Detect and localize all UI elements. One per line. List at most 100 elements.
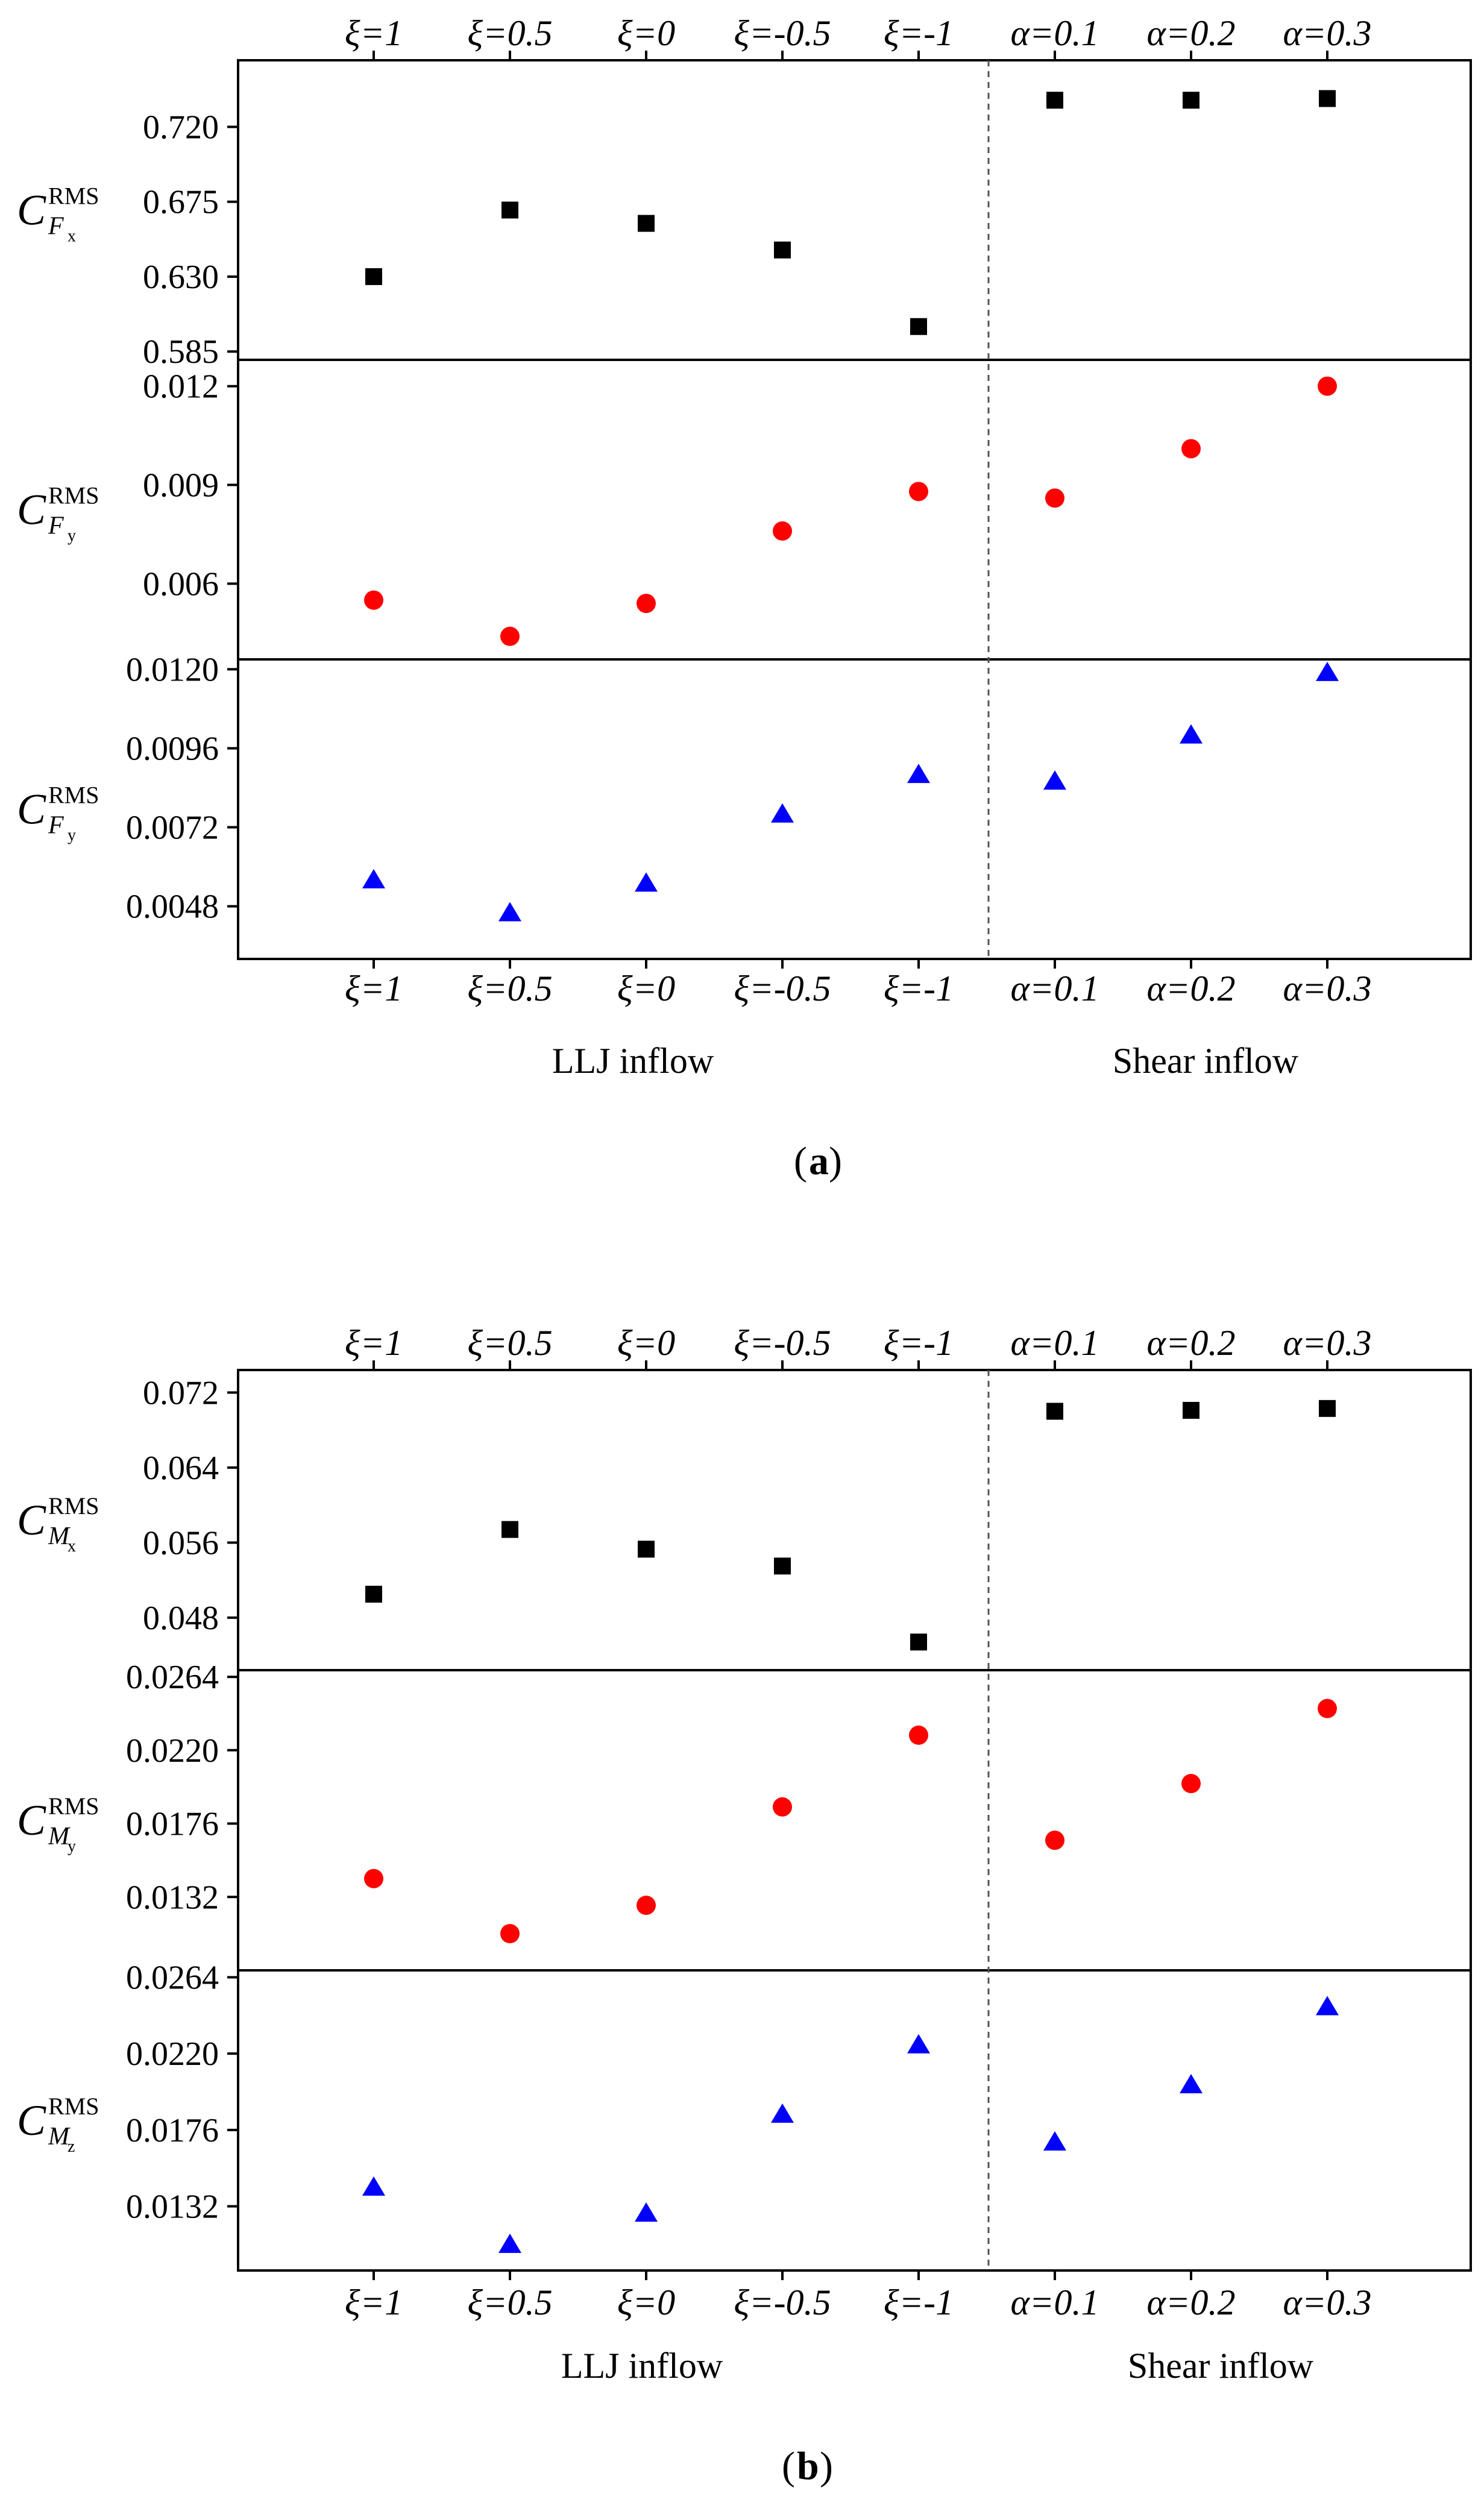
data-point-circle <box>1318 1699 1337 1718</box>
group-label-shear: Shear inflow <box>1128 2346 1314 2386</box>
y-tick-label: 0.720 <box>143 108 219 146</box>
data-point-triangle <box>635 2202 658 2222</box>
top-category-label: ξ=0.5 <box>467 13 552 53</box>
figure-caption-b: ( b ) <box>782 2444 833 2488</box>
panel-fy-rms-blue: 0.0048 0.0072 0.0096 0.0120 C RMS F y <box>17 651 1339 926</box>
y-tick-label: 0.0072 <box>126 809 219 847</box>
svg-text:(: ( <box>794 1139 807 1183</box>
panel-mz-rms: 0.0132 0.0176 0.0220 0.0264 C RMS Mz <box>17 1959 1339 2253</box>
panel-mz-frame <box>237 1969 1472 2272</box>
data-point-circle <box>909 1725 928 1745</box>
y-tick-label: 0.0264 <box>126 1659 219 1696</box>
bottom-category-label: ξ=-1 <box>884 2283 954 2322</box>
data-point-triangle <box>907 2034 930 2054</box>
top-category-label: ξ=-1 <box>884 13 954 53</box>
panel-fy-blue-frame <box>237 658 1472 960</box>
data-point-square <box>501 1521 518 1538</box>
bottom-category-label: ξ=0 <box>617 969 675 1008</box>
y-tick-label: 0.006 <box>143 565 219 603</box>
y-tick-label: 0.0220 <box>126 1732 219 1770</box>
y-label-sub: M <box>48 1823 71 1850</box>
y-tick-label: 0.0264 <box>126 1959 219 1997</box>
bottom-category-label: α=0.1 <box>1011 969 1099 1008</box>
top-category-label: ξ=0 <box>617 1323 675 1363</box>
data-point-triangle <box>498 2233 521 2253</box>
data-point-square <box>910 318 927 335</box>
data-point-circle <box>773 521 792 541</box>
data-point-square <box>1183 1401 1199 1419</box>
caption-letter-b: b <box>797 2444 819 2488</box>
y-label-sup: RMS <box>48 782 99 809</box>
bottom-category-label: ξ=-0.5 <box>734 2283 831 2322</box>
data-point-square <box>774 241 791 259</box>
top-category-label: α=0.1 <box>1011 1323 1099 1363</box>
top-category-label: ξ=0 <box>617 13 675 53</box>
data-point-square <box>365 268 382 285</box>
panel-mx-rms: 0.048 0.056 0.064 0.072 C RMS Mx <box>17 1374 1336 1651</box>
y-label-sup: RMS <box>48 2093 99 2120</box>
top-category-axis: ξ=1 ξ=0.5 ξ=0 ξ=-0.5 ξ=-1 α=0.1 α=0.2 α=0.3 <box>345 1323 1371 1370</box>
panel-fx-frame <box>237 59 1472 361</box>
y-axis-label: C RMS F y <box>17 782 99 845</box>
y-label-subsub: x <box>68 227 76 246</box>
y-tick-label: 0.0048 <box>126 888 219 926</box>
data-point-square <box>365 1585 382 1603</box>
data-point-circle <box>364 1868 383 1888</box>
data-point-triangle <box>362 869 385 888</box>
data-point-circle <box>773 1797 792 1817</box>
data-point-circle <box>500 1924 520 1944</box>
data-point-circle <box>637 594 656 614</box>
bottom-category-label: α=0.1 <box>1011 2283 1099 2322</box>
top-category-axis: ξ=1 ξ=0.5 ξ=0 ξ=-0.5 ξ=-1 α=0.1 α=0.2 α=0.3 <box>345 13 1371 60</box>
y-label-sup: RMS <box>48 183 99 210</box>
bottom-category-label: α=0.2 <box>1147 969 1236 1008</box>
y-tick-label: 0.072 <box>143 1374 219 1412</box>
y-label-sub: F <box>48 812 64 840</box>
top-category-label: ξ=-0.5 <box>734 1323 831 1363</box>
panel-my-rms: 0.0132 0.0176 0.0220 0.0264 C RMS My <box>17 1659 1337 1944</box>
y-label-sub: F <box>48 213 64 240</box>
data-point-triangle <box>907 764 930 784</box>
y-axis-label: C RMS Mz <box>17 2093 99 2156</box>
y-tick-label: 0.009 <box>143 467 219 504</box>
data-point-triangle <box>1043 2131 1066 2151</box>
svg-text:(: ( <box>782 2444 795 2488</box>
data-point-triangle <box>1316 1996 1339 2016</box>
y-label-base: C <box>17 486 46 534</box>
data-point-triangle <box>1316 661 1339 681</box>
bottom-category-axis: ξ=1 ξ=0.5 ξ=0 ξ=-0.5 ξ=-1 α=0.1 α=0.2 α=0.3 <box>345 2270 1371 2322</box>
y-tick-label: 0.0120 <box>126 651 219 688</box>
y-tick-label: 0.064 <box>143 1450 219 1487</box>
data-point-square <box>910 1633 927 1651</box>
group-label-llj: LLJ inflow <box>561 2346 723 2386</box>
y-tick-label: 0.048 <box>143 1600 219 1637</box>
data-point-circle <box>1181 439 1201 459</box>
top-category-label: ξ=1 <box>345 1323 403 1363</box>
data-point-triangle <box>1180 2073 1203 2093</box>
y-label-base: C <box>17 2096 46 2145</box>
y-label-subsub: y <box>68 826 76 845</box>
data-point-circle <box>364 590 383 610</box>
data-point-circle <box>1181 1774 1201 1794</box>
y-tick-label: 0.0096 <box>126 730 219 767</box>
data-point-square <box>1319 90 1336 107</box>
panel-fy-red-frame <box>237 359 1472 661</box>
figure-caption-a: ( a ) <box>794 1139 842 1183</box>
y-axis-label: C RMS F y <box>17 482 99 545</box>
y-tick-label: 0.012 <box>143 368 219 406</box>
bottom-category-label: ξ=-0.5 <box>734 969 831 1008</box>
bottom-category-label: ξ=0.5 <box>467 969 552 1008</box>
bottom-category-label: ξ=0.5 <box>467 2283 552 2322</box>
y-label-base: C <box>17 785 46 834</box>
y-label-sub: M <box>48 1523 71 1550</box>
top-category-label: ξ=1 <box>345 13 403 53</box>
y-tick-label: 0.0220 <box>126 2035 219 2073</box>
top-category-label: ξ=-0.5 <box>734 13 831 53</box>
y-label-subsub: x <box>68 1537 76 1556</box>
bottom-category-label: ξ=1 <box>345 2283 403 2322</box>
bottom-category-label: ξ=0 <box>617 2283 675 2322</box>
bottom-category-label: α=0.2 <box>1147 2283 1236 2322</box>
data-point-square <box>638 1541 655 1558</box>
y-label-subsub: y <box>68 527 76 545</box>
